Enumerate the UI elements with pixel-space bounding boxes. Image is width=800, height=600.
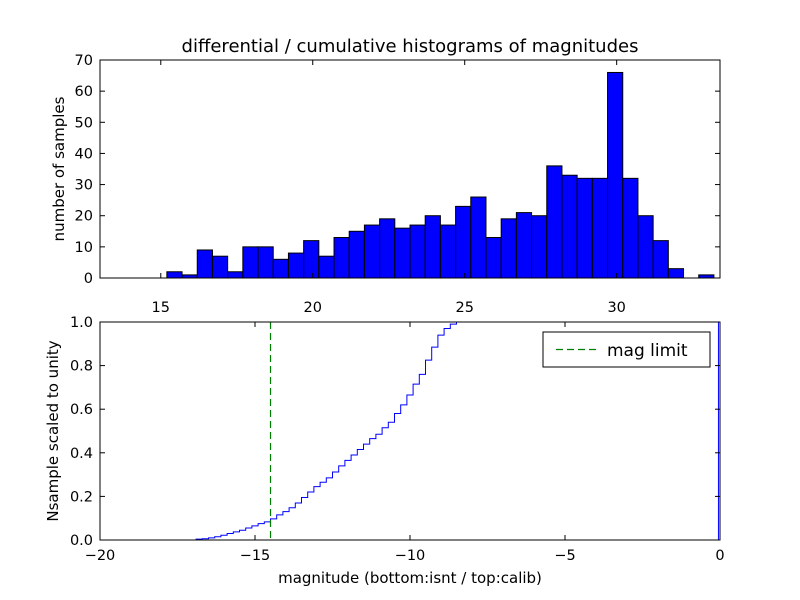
y-tick-label: 20	[75, 209, 93, 225]
bottom-x-axis-label: magnitude (bottom:isnt / top:calib)	[278, 569, 542, 587]
y-tick-label: 50	[75, 115, 93, 131]
histogram-bar	[287, 252, 305, 279]
x-tick-label: 30	[607, 300, 625, 316]
histogram-bar	[607, 71, 624, 279]
x-tick-label: −5	[554, 548, 575, 564]
histogram-bar	[500, 218, 517, 279]
histogram-bar	[546, 165, 563, 279]
x-tick-label: −15	[240, 548, 271, 564]
y-tick-label: 0.2	[70, 489, 93, 505]
histogram-bar	[409, 224, 426, 279]
histogram-bar	[485, 237, 502, 279]
legend-mag-limit-label: mag limit	[607, 341, 688, 361]
histogram-bar	[363, 224, 381, 279]
histogram-bar	[591, 177, 609, 279]
bottom-y-axis-label: Nsample scaled to unity	[44, 340, 62, 521]
histogram-bar	[348, 230, 365, 279]
histogram-bar	[561, 174, 578, 279]
histogram-bar	[622, 177, 639, 279]
y-tick-label: 30	[75, 178, 93, 194]
legend: mag limit	[542, 331, 711, 368]
x-tick-label: 0	[715, 548, 724, 564]
y-tick-label: 0.4	[70, 446, 93, 462]
histogram-bar	[455, 205, 472, 279]
histogram-bar	[379, 218, 396, 279]
bottom-plot-lines	[100, 321, 719, 541]
x-tick-label: 15	[152, 300, 170, 316]
cumulative-step-line	[100, 321, 719, 541]
y-tick-label: 60	[75, 84, 93, 100]
histogram-bar	[470, 196, 487, 279]
x-tick-label: −20	[85, 548, 116, 564]
y-tick-label: 70	[75, 53, 93, 69]
histogram-bar	[257, 246, 274, 279]
histogram-bar	[211, 255, 229, 279]
x-tick-label: −10	[395, 548, 426, 564]
histogram-bar	[667, 268, 685, 279]
histogram-bar	[333, 237, 350, 279]
y-tick-label: 0	[84, 271, 93, 287]
histogram-bar	[272, 258, 289, 279]
histogram-bar	[196, 249, 213, 279]
bottom-cumulative-axes: 0.0 0.2 0.4 0.6 0.8 1.0 −20 −15 −10 −5 0 magnitude…	[44, 315, 725, 587]
histogram-bar	[394, 227, 411, 279]
histogram-bar	[242, 246, 259, 279]
histogram-bar	[303, 240, 320, 279]
top-axes-frame	[99, 59, 721, 279]
top-histogram-bars	[166, 71, 715, 279]
histogram-bar	[318, 255, 335, 279]
histogram-bar	[637, 215, 654, 279]
y-tick-label: 0.8	[70, 359, 93, 375]
histogram-bar	[652, 240, 669, 279]
x-tick-label: 25	[455, 300, 473, 316]
histogram-bar	[515, 212, 533, 279]
histogram-bar	[439, 224, 457, 279]
histogram-bar	[576, 177, 593, 279]
y-tick-label: 40	[75, 146, 93, 162]
top-y-axis-label: number of samples	[50, 96, 68, 241]
histogram-bar	[531, 215, 548, 279]
top-ticks: 0 10 20 30 40 50 60 70 15 20 25 30	[75, 53, 720, 316]
y-tick-label: 10	[75, 240, 93, 256]
histogram-bar	[424, 215, 441, 279]
bottom-ticks: 0.0 0.2 0.4 0.6 0.8 1.0 −20 −15 −10 −5 0	[70, 315, 725, 564]
histogram-bar	[227, 271, 244, 279]
chart-title: differential / cumulative histograms of …	[182, 36, 639, 57]
x-tick-label: 20	[304, 300, 322, 316]
y-tick-label: 0.6	[70, 402, 93, 418]
histogram-bar	[166, 271, 183, 279]
y-tick-label: 1.0	[70, 315, 93, 331]
y-tick-label: 0.0	[70, 533, 93, 549]
top-histogram-axes: differential / cumulative histograms of …	[50, 36, 721, 316]
